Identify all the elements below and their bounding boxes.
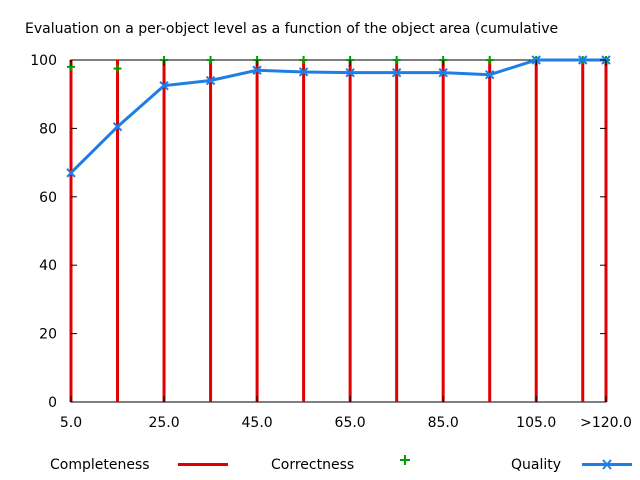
- quality-point: [345, 67, 355, 78]
- quality-point: [298, 67, 309, 77]
- y-tick-label: 0: [48, 395, 57, 411]
- quality-series: [66, 55, 611, 178]
- x-axis: 5.0 25.0 45.0 65.0 85.0 105.0 >120.0: [60, 60, 632, 431]
- x-tick-label: 65.0: [335, 415, 366, 431]
- x-tick-label: 45.0: [242, 415, 273, 431]
- quality-point: [112, 121, 123, 132]
- y-tick-label: 100: [30, 53, 57, 69]
- legend-swatch-correctness: [400, 455, 410, 465]
- correctness-point: [206, 56, 215, 64]
- correctness-point: [113, 64, 122, 73]
- y-axis: 0 20 40 60 80 100: [30, 53, 606, 411]
- quality-point-b: [159, 80, 169, 91]
- correctness-series: [67, 56, 610, 73]
- correctness-point: [392, 56, 401, 64]
- legend-label-correctness: Correctness: [271, 457, 354, 473]
- quality-point-b: [391, 67, 402, 78]
- plot-area: [66, 55, 611, 403]
- y-tick-label: 80: [39, 121, 57, 137]
- quality-point: [205, 75, 216, 86]
- legend-item-completeness: Completeness: [50, 457, 228, 473]
- quality-point-b: [252, 65, 262, 75]
- legend-label-completeness: Completeness: [50, 457, 150, 473]
- quality-point-b: [484, 69, 495, 80]
- correctness-point: [485, 56, 494, 64]
- quality-line: [69, 58, 606, 174]
- quality-point: [391, 67, 402, 78]
- quality-point: [438, 67, 448, 78]
- legend-swatch-quality: [582, 459, 632, 470]
- quality-point-b: [112, 121, 123, 132]
- legend-item-quality: Quality: [511, 457, 632, 473]
- quality-point: [66, 168, 76, 178]
- completeness-series: [69, 60, 608, 402]
- x-tick-label: 25.0: [148, 415, 179, 431]
- x-tick-label: 5.0: [60, 415, 82, 431]
- quality-point: [484, 69, 495, 80]
- legend: Completeness Correctness Quality: [50, 455, 632, 473]
- quality-point: [252, 65, 262, 75]
- x-tick-label: 105.0: [516, 415, 556, 431]
- quality-point-b: [205, 75, 216, 86]
- correctness-point: [299, 56, 308, 64]
- quality-point-b: [578, 55, 588, 65]
- quality-point-b: [438, 67, 448, 78]
- quality-point-b: [345, 67, 355, 78]
- y-tick-label: 40: [39, 258, 57, 274]
- legend-label-quality: Quality: [511, 457, 561, 473]
- quality-point-b: [298, 67, 309, 77]
- plot-frame: [70, 59, 607, 403]
- x-tick-label: 85.0: [428, 415, 459, 431]
- quality-point: [578, 55, 588, 65]
- quality-point: [159, 80, 169, 91]
- y-tick-label: 60: [39, 190, 57, 206]
- chart-title: Evaluation on a per-object level as a fu…: [25, 21, 558, 37]
- x-tick-label: >120.0: [580, 415, 632, 431]
- y-tick-label: 20: [39, 327, 57, 343]
- legend-item-correctness: Correctness: [271, 455, 410, 473]
- quality-point-b: [66, 168, 76, 178]
